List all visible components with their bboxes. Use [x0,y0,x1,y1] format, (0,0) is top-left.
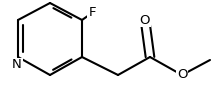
Text: F: F [88,6,96,20]
Text: N: N [12,59,22,72]
Text: O: O [177,69,187,82]
Text: O: O [140,14,150,26]
